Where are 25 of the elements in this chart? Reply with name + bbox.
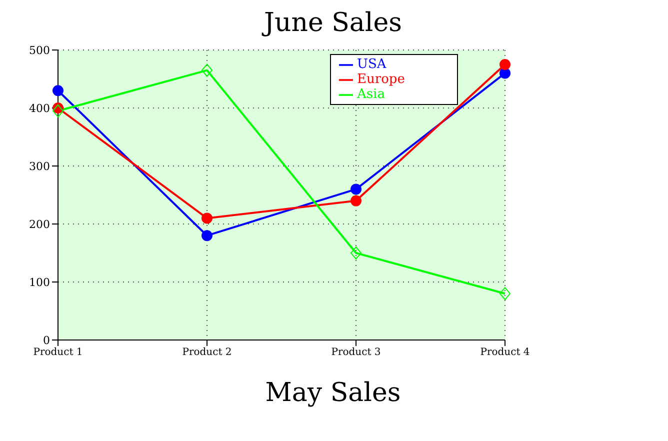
point — [350, 246, 362, 260]
point — [350, 195, 362, 206]
chart-title: June Sales — [260, 8, 403, 38]
point — [52, 104, 64, 118]
point — [202, 212, 212, 224]
y-tick-label: 400 — [29, 102, 50, 115]
y-tick-label: 500 — [29, 44, 50, 57]
x-tick-label: Product 1 — [33, 347, 83, 358]
legend-label: Asia — [357, 87, 385, 102]
point — [202, 230, 212, 242]
point — [500, 287, 510, 300]
legend-label: USA — [357, 57, 386, 72]
y-tick-label: 300 — [29, 160, 50, 173]
point — [52, 85, 64, 96]
y-tick-label: 0 — [43, 334, 50, 347]
x-tick-label: Product 4 — [480, 347, 530, 358]
x-tick-label: Product 3 — [331, 347, 381, 358]
legend-label: Europe — [357, 72, 405, 87]
point — [202, 64, 212, 77]
text: May Sales — [264, 378, 402, 408]
point — [500, 59, 510, 70]
y-tick-label: 200 — [29, 218, 50, 231]
point — [350, 184, 362, 195]
y-tick-label: 100 — [29, 276, 50, 289]
x-tick-label: Product 2 — [182, 347, 232, 358]
